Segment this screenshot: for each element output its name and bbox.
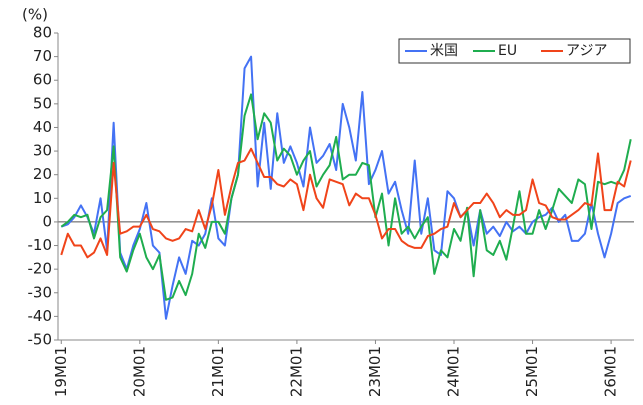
legend-label: EU <box>498 43 517 59</box>
y-tick-label: 50 <box>33 94 52 112</box>
y-tick-label: 80 <box>33 24 52 42</box>
x-tick-label: 26M01 <box>602 346 620 397</box>
y-tick-label: 70 <box>33 47 52 65</box>
y-tick-label: -50 <box>28 331 53 349</box>
y-tick-label: 40 <box>33 118 52 136</box>
y-tick-label: -30 <box>28 283 53 301</box>
legend-label: アジア <box>566 43 607 59</box>
y-tick-label: -20 <box>28 260 53 278</box>
x-tick-label: 24M01 <box>445 346 463 397</box>
x-tick-label: 25M01 <box>523 346 541 397</box>
legend-box <box>398 38 631 64</box>
y-tick-label: 30 <box>33 142 52 160</box>
x-tick-label: 22M01 <box>287 346 305 397</box>
legend-label: 米国 <box>430 43 458 59</box>
y-tick-label: 10 <box>33 189 52 207</box>
series-line <box>60 55 632 320</box>
legend: 米国 EU アジア <box>398 38 631 64</box>
y-tick-label: 20 <box>33 165 52 183</box>
series-line <box>60 93 632 301</box>
x-tick-label: 20M01 <box>130 346 148 397</box>
x-tick-label: 19M01 <box>52 346 70 397</box>
y-tick-label: 60 <box>33 71 52 89</box>
y-axis-label: (%) <box>22 6 48 24</box>
series-line <box>60 147 632 259</box>
x-tick-label: 23M01 <box>366 346 384 397</box>
x-tick-label: 21M01 <box>209 346 227 397</box>
y-tick-label: 0 <box>42 212 52 230</box>
y-tick-label: -40 <box>28 307 53 325</box>
y-tick-label: -10 <box>28 236 53 254</box>
